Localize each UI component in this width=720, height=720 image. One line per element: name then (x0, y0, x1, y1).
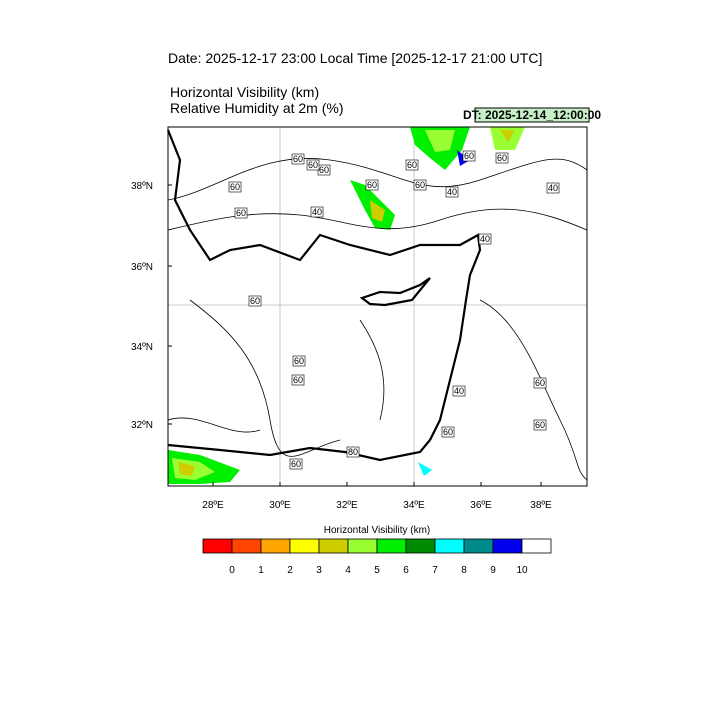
contour-label: 60 (293, 375, 303, 385)
contour-label: 60 (230, 182, 240, 192)
contour-label-box (546, 182, 560, 194)
contour-label-box (291, 374, 305, 386)
colorbar-swatch (260, 538, 291, 554)
contours (167, 158, 588, 481)
map: 60 60 60 60 60 60 60 40 40 40 60 40 60 6… (131, 126, 588, 511)
contour-label: 40 (454, 386, 464, 396)
axis-labels: 38ºN 36ºN 34ºN 32ºN 28ºE 30ºE 32ºE 34ºE … (131, 181, 552, 511)
contour-label: 60 (236, 208, 246, 218)
contour-label: 60 (367, 180, 377, 190)
contour-labels: 60 60 60 60 60 60 60 40 40 40 60 40 60 6… (228, 150, 560, 470)
colorbar-swatch (434, 538, 465, 554)
lat-label: 34ºN (131, 342, 153, 353)
contour-label: 60 (293, 154, 303, 164)
contour-label-box (478, 233, 492, 245)
lon-label: 34ºE (403, 500, 425, 511)
colorbar-swatch (318, 538, 349, 554)
lat-label: 36ºN (131, 262, 153, 273)
colorbar-swatch (202, 538, 233, 554)
colorbar-label: 8 (461, 565, 467, 576)
lon-label: 30ºE (269, 500, 291, 511)
dt-label: DT: 2025-12-14_12:00:00 (463, 108, 601, 122)
contour-label-box (291, 153, 305, 165)
colorbar-swatch (521, 538, 552, 554)
contour-label-box (533, 377, 547, 389)
field-label: Relative Humidity at 2m (%) (170, 100, 344, 116)
contour-label: 60 (308, 160, 318, 170)
contour-label-box (405, 159, 419, 171)
colorbar-swatch (405, 538, 436, 554)
colorbar-label: 3 (316, 565, 322, 576)
contour-label-box (310, 206, 324, 218)
contour-label-box (452, 385, 466, 397)
colorbar-label: 10 (516, 565, 528, 576)
contour-label-box (248, 295, 262, 307)
dt-box (474, 107, 590, 123)
contour-label-box (346, 446, 360, 458)
contour-label-box (292, 355, 306, 367)
contour-label-box (306, 159, 320, 171)
colorbar-swatch (463, 538, 494, 554)
contour-label-box (228, 181, 242, 193)
contour-label-box (234, 207, 248, 219)
contour-label: 80 (348, 447, 358, 457)
contour-label: 40 (548, 183, 558, 193)
contour-label-box (445, 186, 459, 198)
colorbar-label: 2 (287, 565, 293, 576)
lon-label: 28ºE (202, 500, 224, 511)
colorbar-label: 9 (490, 565, 496, 576)
contour-label: 60 (464, 151, 474, 161)
colorbar-label: 4 (345, 565, 351, 576)
title: Date: 2025-12-17 23:00 Local Time [2025-… (168, 50, 542, 66)
contour-label-box (413, 179, 427, 191)
colorbar-swatch (289, 538, 320, 554)
field-label: Horizontal Visibility (km) (170, 84, 319, 100)
contour-label-box (495, 152, 509, 164)
contour-label-box (462, 150, 476, 162)
contour-label: 60 (415, 180, 425, 190)
colorbar-title: Horizontal Visibility (km) (324, 525, 431, 536)
contour-label: 60 (250, 296, 260, 306)
lon-label: 32ºE (336, 500, 358, 511)
contour-label-box (441, 426, 455, 438)
contour-label: 60 (291, 459, 301, 469)
colorbar-swatch (347, 538, 378, 554)
lon-label: 36ºE (470, 500, 492, 511)
ticks (168, 184, 542, 486)
colorbar-label: 7 (432, 565, 438, 576)
contour-label: 40 (447, 187, 457, 197)
contour-label-box (365, 179, 379, 191)
contour-label: 60 (535, 378, 545, 388)
colorbar-label: 6 (403, 565, 409, 576)
contour-label: 40 (312, 207, 322, 217)
contour-label: 60 (407, 160, 417, 170)
lat-label: 38ºN (131, 181, 153, 192)
colorbar-swatch (492, 538, 523, 554)
contour-label: 60 (294, 356, 304, 366)
lon-label: 38ºE (530, 500, 552, 511)
colorbar: 0 1 2 3 4 5 6 7 8 9 10 (202, 538, 552, 576)
contour-label: 40 (480, 234, 490, 244)
contour-label-box (289, 458, 303, 470)
colorbar-swatch (376, 538, 407, 554)
map-border (167, 126, 588, 487)
visibility-shading (168, 127, 525, 484)
colorbar-label: 0 (229, 565, 235, 576)
coastline (166, 129, 482, 462)
colorbar-swatch (231, 538, 262, 554)
contour-label: 60 (443, 427, 453, 437)
lat-label: 32ºN (131, 420, 153, 431)
colorbar-label: 5 (374, 565, 380, 576)
contour-label: 60 (535, 420, 545, 430)
colorbar-label: 1 (258, 565, 264, 576)
contour-label-box (533, 419, 547, 431)
contour-label: 60 (319, 165, 329, 175)
contour-label: 60 (497, 153, 507, 163)
